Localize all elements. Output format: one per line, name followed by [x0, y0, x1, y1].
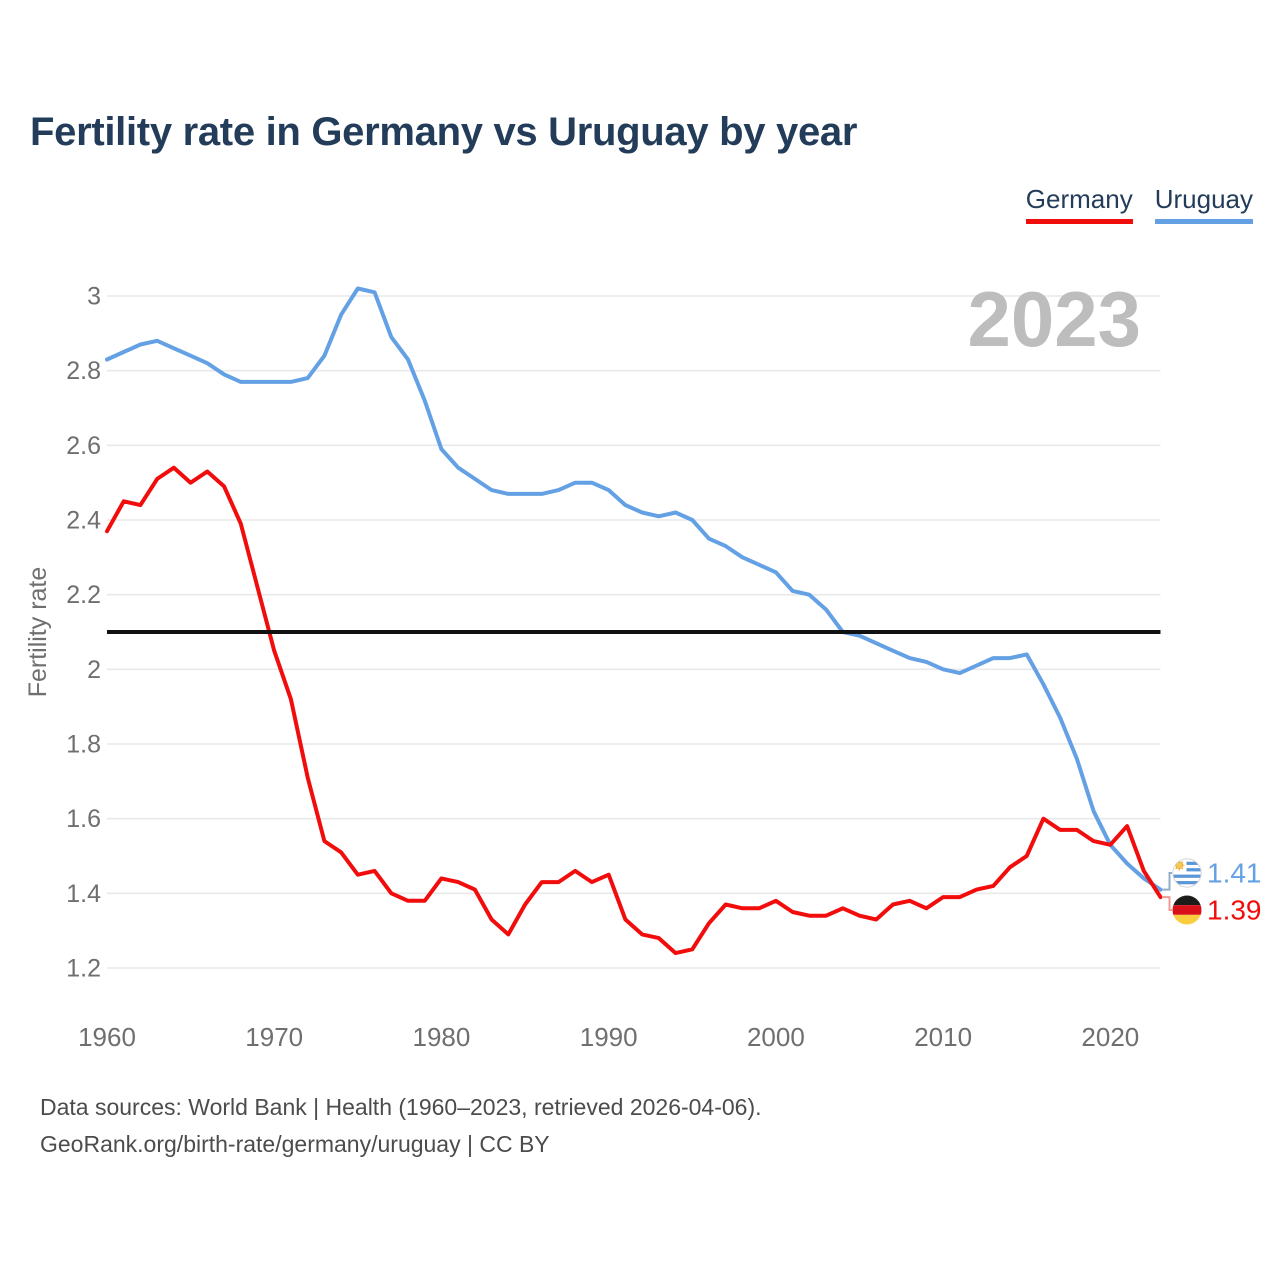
legend-item-uruguay[interactable]: Uruguay [1154, 184, 1253, 224]
uruguay-label-connector [1162, 872, 1172, 891]
y-tick-label: 2.2 [66, 581, 101, 609]
legend-item-germany[interactable]: Germany [1025, 184, 1133, 224]
x-tick-label: 1960 [78, 1022, 136, 1052]
germany-flag-icon [1172, 895, 1202, 925]
footer-line-2: GeoRank.org/birth-rate/germany/uruguay |… [40, 1131, 550, 1158]
uruguay-flag-border [1172, 858, 1202, 888]
data-source-note: Data sources: World Bank | Health (1960–… [40, 1089, 762, 1164]
y-tick-label: 3 [87, 283, 101, 311]
germany-line [105, 465, 1163, 956]
y-tick-label: 2.8 [66, 357, 101, 385]
x-tick-label: 2000 [747, 1022, 805, 1052]
y-axis-title: Fertility rate [24, 567, 52, 698]
y-tick-label: 2.4 [66, 507, 101, 535]
watermark-year: 2023 [967, 275, 1141, 363]
germany-end-value: 1.39 [1207, 895, 1262, 926]
x-tick-label: 1980 [413, 1022, 471, 1052]
x-tick-label: 2020 [1081, 1022, 1139, 1052]
legend: Germany Uruguay [1025, 184, 1253, 224]
footer-line-1: Data sources: World Bank | Health (1960–… [40, 1094, 762, 1120]
uruguay-end-value: 1.41 [1207, 858, 1262, 889]
uruguay-line [105, 286, 1163, 892]
y-tick-label: 1.8 [66, 731, 101, 759]
x-tick-label: 1990 [580, 1022, 638, 1052]
y-tick-label: 2.6 [66, 432, 101, 460]
y-tick-label: 2 [87, 656, 101, 684]
page-title: Fertility rate in Germany vs Uruguay by … [30, 110, 858, 154]
uruguay-flag-icon [1172, 858, 1202, 888]
x-tick-label: 1970 [245, 1022, 303, 1052]
y-tick-label: 1.6 [66, 805, 101, 833]
y-tick-label: 1.2 [66, 955, 101, 983]
legend-label-germany: Germany [1025, 184, 1133, 214]
germany-label-connector [1162, 896, 1172, 911]
y-tick-label: 1.4 [66, 880, 101, 908]
legend-label-uruguay: Uruguay [1154, 184, 1253, 214]
x-tick-label: 2010 [914, 1022, 972, 1052]
